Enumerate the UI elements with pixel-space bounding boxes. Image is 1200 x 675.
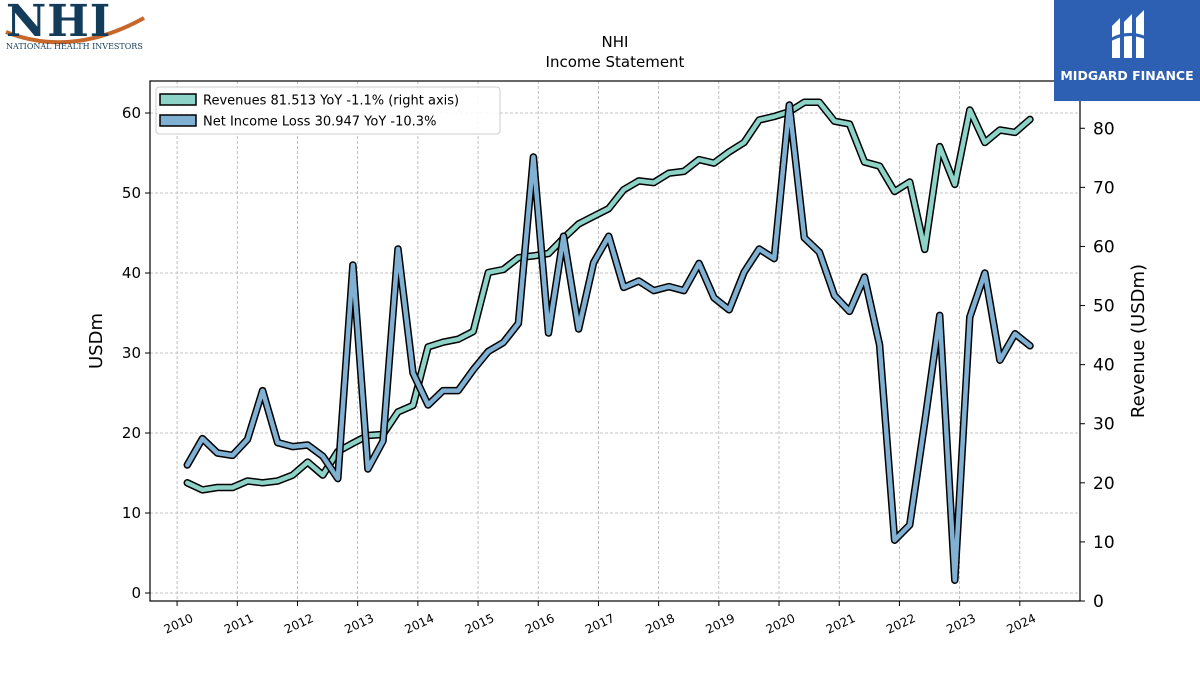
x-axis: 2010 2011 2012 2013 2014 2015 2016 2017 2018 2019… <box>162 601 1038 637</box>
y-right-tick-label: 60 <box>1093 237 1115 257</box>
y-right-tick-label: 40 <box>1093 356 1115 376</box>
y-left-tick-label: 50 <box>122 184 141 202</box>
x-tick-label: 2019 <box>704 611 738 637</box>
x-tick-label: 2023 <box>944 611 978 637</box>
y-right-tick-label: 10 <box>1093 533 1115 553</box>
revenues-line <box>185 100 1033 493</box>
x-tick-label: 2022 <box>884 611 918 637</box>
logo-swoosh-icon <box>5 16 145 45</box>
y-right-tick-label: 80 <box>1093 119 1115 139</box>
y-left-tick-label: 60 <box>122 104 141 122</box>
midgard-finance-text: MIDGARD FINANCE <box>1060 68 1194 83</box>
midgard-finance-logo: MIDGARD FINANCE <box>1054 0 1200 101</box>
x-tick-label: 2024 <box>1004 611 1038 637</box>
y-axis-right: 0 10 20 30 40 50 60 70 80 <box>1080 119 1115 612</box>
legend-label-revenues: Revenues 81.513 YoY -1.1% (right axis) <box>203 94 459 109</box>
revenues-line-outline <box>183 98 1034 494</box>
net-income-loss-line-outline <box>183 101 1034 584</box>
net-income-loss-line <box>185 102 1033 583</box>
x-tick-label: 2011 <box>222 611 256 637</box>
x-tick-label: 2014 <box>403 611 437 637</box>
chart-subtitle: Income Statement <box>546 53 685 71</box>
y-right-tick-label: 0 <box>1093 592 1104 612</box>
midgard-emblem-icon <box>1109 10 1147 58</box>
x-tick-label: 2021 <box>824 611 858 637</box>
x-tick-label: 2010 <box>162 611 196 637</box>
series-lines <box>183 98 1034 584</box>
nhi-logo: NHI NATIONAL HEALTH INVESTORS <box>2 0 147 54</box>
chart-title: NHI <box>602 33 629 51</box>
y-left-tick-label: 0 <box>131 584 141 602</box>
left-axis-label: USDm <box>86 313 107 369</box>
legend-label-net-income: Net Income Loss 30.947 YoY -10.3% <box>203 115 436 130</box>
y-left-tick-label: 20 <box>122 424 141 442</box>
y-right-tick-label: 20 <box>1093 474 1115 494</box>
y-right-tick-label: 70 <box>1093 178 1115 198</box>
x-tick-label: 2017 <box>583 611 617 637</box>
nhi-logo-subtitle: NATIONAL HEALTH INVESTORS <box>6 42 143 51</box>
right-axis-label: Revenue (USDm) <box>1128 264 1149 418</box>
legend-swatch-revenues <box>159 93 197 106</box>
x-tick-label: 2015 <box>463 611 497 637</box>
x-tick-label: 2020 <box>764 611 798 637</box>
legend-box <box>155 86 501 135</box>
nhi-logo-letters: NHI <box>6 0 112 47</box>
y-left-tick-label: 10 <box>122 504 141 522</box>
legend-swatch-net-income <box>159 114 197 127</box>
x-tick-label: 2012 <box>282 611 316 637</box>
plot-area-frame <box>149 80 1081 602</box>
x-tick-label: 2018 <box>643 611 677 637</box>
legend: Revenues 81.513 YoY -1.1% (right axis) N… <box>155 86 501 135</box>
y-right-tick-label: 30 <box>1093 415 1115 435</box>
y-axis-left: 0 10 20 30 40 50 60 <box>122 104 150 602</box>
y-right-tick-label: 50 <box>1093 297 1115 317</box>
y-left-tick-label: 40 <box>122 264 141 282</box>
x-tick-label: 2013 <box>342 611 376 637</box>
x-tick-label: 2016 <box>523 611 557 637</box>
y-left-tick-label: 30 <box>122 344 141 362</box>
